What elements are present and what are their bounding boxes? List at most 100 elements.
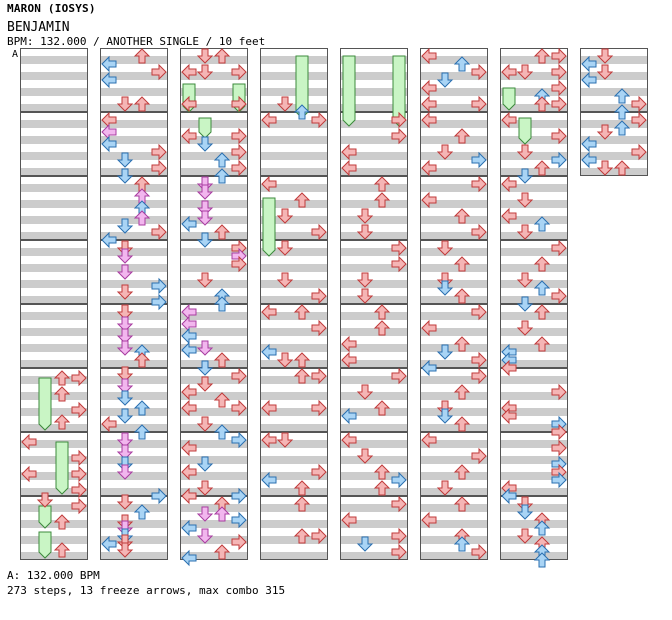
measure-box: [20, 48, 88, 112]
right-arrow: [151, 143, 167, 161]
measure-box: [340, 304, 408, 368]
up-arrow: [373, 400, 391, 416]
down-arrow: [276, 272, 294, 288]
up-arrow: [453, 336, 471, 352]
right-arrow: [551, 383, 567, 401]
right-arrow: [471, 303, 487, 321]
down-arrow: [116, 378, 134, 394]
up-arrow: [133, 48, 151, 64]
right-arrow: [391, 111, 407, 129]
up-arrow: [213, 224, 231, 240]
right-arrow: [71, 497, 87, 515]
up-arrow: [533, 160, 551, 176]
up-arrow: [533, 520, 551, 536]
right-arrow: [151, 223, 167, 241]
right-arrow: [311, 527, 327, 545]
measure-box: [100, 496, 168, 560]
left-arrow: [501, 359, 517, 377]
right-arrow: [231, 533, 247, 551]
right-arrow: [551, 47, 567, 65]
right-arrow: [391, 495, 407, 513]
down-arrow: [116, 248, 134, 264]
up-arrow: [533, 304, 551, 320]
down-arrow: [116, 328, 134, 344]
down-arrow: [436, 72, 454, 88]
down-arrow: [516, 64, 534, 80]
up-arrow: [293, 352, 311, 368]
song-artist: MARON (IOSYS): [7, 2, 96, 15]
right-arrow: [471, 95, 487, 113]
left-arrow: [181, 549, 197, 567]
up-arrow: [53, 386, 71, 402]
measure-box: [100, 48, 168, 112]
up-arrow: [133, 210, 151, 226]
right-arrow: [551, 79, 567, 97]
down-arrow: [516, 504, 534, 520]
right-arrow: [71, 481, 87, 499]
left-arrow: [21, 465, 37, 483]
up-arrow: [613, 160, 631, 176]
down-arrow: [196, 340, 214, 356]
up-arrow: [213, 544, 231, 560]
up-arrow: [213, 168, 231, 184]
up-arrow: [453, 464, 471, 480]
left-arrow: [421, 191, 437, 209]
right-arrow: [311, 111, 327, 129]
measure-box: [20, 112, 88, 176]
right-arrow: [471, 351, 487, 369]
left-arrow: [581, 135, 597, 153]
right-arrow: [391, 527, 407, 545]
down-arrow: [276, 352, 294, 368]
up-arrow: [613, 120, 631, 136]
left-arrow: [181, 63, 197, 81]
left-arrow: [421, 511, 437, 529]
left-arrow: [421, 47, 437, 65]
up-arrow: [533, 256, 551, 272]
right-arrow: [551, 439, 567, 457]
left-arrow: [421, 111, 437, 129]
freeze-arrow: [38, 505, 52, 529]
down-arrow: [196, 64, 214, 80]
up-arrow: [453, 208, 471, 224]
up-arrow: [373, 304, 391, 320]
down-arrow: [356, 288, 374, 304]
right-arrow: [71, 401, 87, 419]
down-arrow: [276, 208, 294, 224]
up-arrow: [53, 414, 71, 430]
measure-box: [420, 176, 488, 240]
up-arrow: [453, 288, 471, 304]
right-arrow: [391, 367, 407, 385]
up-arrow: [533, 48, 551, 64]
up-arrow: [293, 496, 311, 512]
right-arrow: [551, 127, 567, 145]
up-arrow: [373, 320, 391, 336]
left-arrow: [261, 175, 277, 193]
up-arrow: [453, 416, 471, 432]
left-arrow: [181, 215, 197, 233]
down-arrow: [196, 360, 214, 376]
down-arrow: [436, 408, 454, 424]
down-arrow: [196, 416, 214, 432]
up-arrow: [533, 96, 551, 112]
measure-box: [500, 304, 568, 368]
measure-box: [500, 112, 568, 176]
measure-box: [20, 240, 88, 304]
up-arrow: [533, 216, 551, 232]
right-arrow: [391, 255, 407, 273]
left-arrow: [341, 335, 357, 353]
up-arrow: [453, 496, 471, 512]
down-arrow: [116, 444, 134, 460]
freeze-arrow: [518, 117, 532, 145]
left-arrow: [181, 127, 197, 145]
down-arrow: [596, 64, 614, 80]
up-arrow: [133, 352, 151, 368]
right-arrow: [471, 447, 487, 465]
up-arrow: [213, 48, 231, 64]
up-arrow: [293, 368, 311, 384]
bpm-summary: A: 132.000 BPM: [7, 569, 100, 582]
right-arrow: [631, 95, 647, 113]
measure-box: [100, 176, 168, 240]
down-arrow: [116, 542, 134, 558]
down-arrow: [116, 284, 134, 300]
right-arrow: [551, 63, 567, 81]
